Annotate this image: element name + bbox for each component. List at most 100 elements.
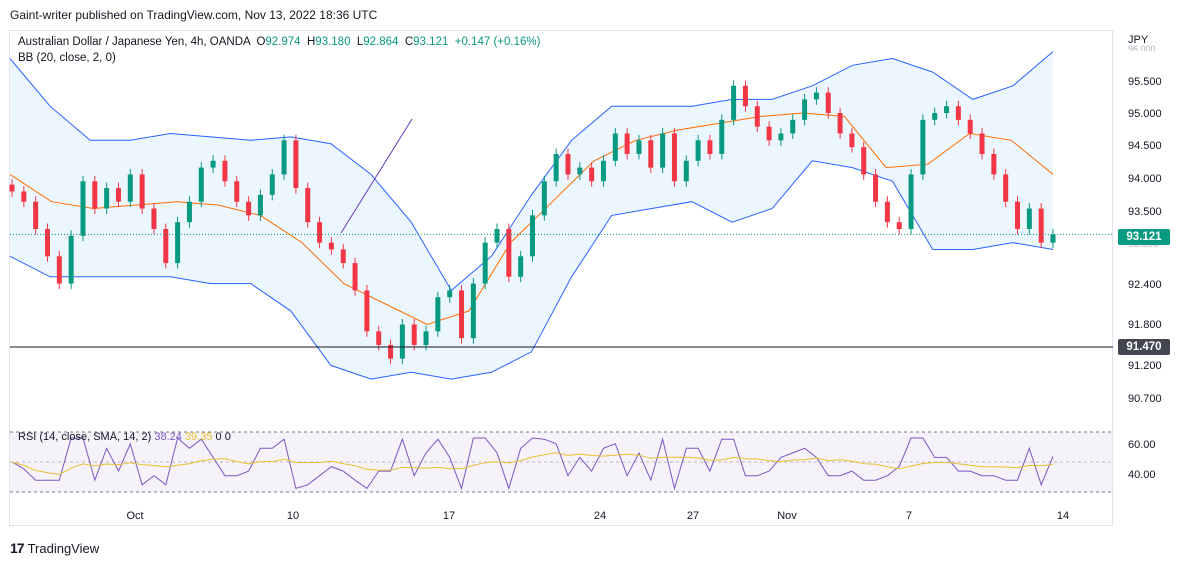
rsi-sma-line: [11, 452, 1054, 475]
candle-body: [21, 191, 27, 202]
candle-body: [955, 106, 961, 120]
candle-body: [873, 174, 879, 202]
last-price-tag: 93.121: [1118, 229, 1170, 245]
trend-line-drawing: [340, 118, 413, 234]
candle-body: [896, 222, 902, 229]
candle-body: [151, 208, 157, 229]
candle-body: [849, 133, 855, 148]
symbol-legend: Australian Dollar / Japanese Yen, 4h, OA…: [18, 36, 541, 48]
candle-body: [175, 222, 181, 264]
candle-body: [932, 113, 938, 120]
candle-body: [920, 119, 926, 175]
candle-body: [600, 160, 606, 182]
rsi-sma-value: 39.35: [184, 431, 213, 443]
candle-body: [423, 331, 429, 345]
candle-body: [660, 133, 666, 168]
candle-body: [376, 331, 382, 345]
candle-body: [33, 201, 39, 229]
time-tick: Oct: [126, 510, 144, 522]
chart-frame: [9, 30, 1113, 526]
candle-body: [825, 92, 831, 114]
published-header: Gaint-writer published on TradingView.co…: [10, 8, 378, 22]
time-tick: Nov: [777, 510, 797, 522]
candle-body: [683, 160, 689, 182]
candle-body: [163, 229, 169, 264]
candle-body: [707, 140, 713, 154]
candle-body: [742, 85, 748, 107]
candle-body: [340, 249, 346, 264]
candle-body: [648, 140, 654, 168]
candle-body: [1003, 174, 1009, 202]
indicator-legend[interactable]: BB (20, close, 2, 0): [18, 52, 116, 64]
candle-body: [908, 174, 914, 229]
price-tick: 91.200: [1128, 360, 1162, 372]
candle-body: [470, 283, 476, 339]
rsi-line: [11, 437, 1054, 491]
price-tick: 93.500: [1128, 206, 1162, 218]
candle-body: [399, 324, 405, 359]
candle-body: [837, 113, 843, 134]
candle-body: [861, 147, 867, 175]
candle-body: [731, 85, 737, 120]
candle-body: [198, 167, 204, 202]
candle-body: [328, 242, 334, 250]
candle-body: [305, 188, 311, 223]
candle-body: [813, 92, 819, 100]
candle-body: [541, 181, 547, 216]
candle-body: [530, 215, 535, 257]
candle-body: [482, 242, 488, 284]
bb-lower-line: [9, 160, 1054, 380]
change-value: +0.147 (+0.16%): [454, 36, 541, 48]
candle-body: [68, 235, 74, 284]
candle-body: [281, 140, 287, 175]
candle-body: [778, 133, 784, 141]
currency-label: JPY: [1128, 34, 1149, 46]
rsi-value: 38.24: [154, 431, 182, 443]
time-tick: 17: [442, 510, 456, 522]
candle-body: [979, 133, 985, 154]
candle-body: [104, 188, 110, 209]
candle-body: [352, 263, 358, 291]
rsi-extra: 0 0: [215, 431, 231, 443]
candle-body: [139, 174, 145, 209]
candle-body: [364, 290, 370, 332]
low-value: 92.864: [363, 36, 399, 48]
candle-body: [589, 167, 595, 182]
candle-body: [991, 153, 997, 175]
candle-body: [506, 229, 512, 277]
rsi-legend[interactable]: RSI (14, close, SMA, 14, 2) 38.24 39.35 …: [18, 431, 231, 443]
open-value: 92.974: [265, 36, 301, 48]
candle-body: [612, 133, 618, 161]
rsi-tick: 40.00: [1128, 469, 1156, 481]
candle-body: [411, 324, 417, 345]
candle-body: [944, 106, 950, 114]
candle-body: [92, 181, 98, 209]
price-tick: 94.500: [1128, 140, 1162, 152]
candle-body: [1050, 234, 1056, 243]
price-tick: 91.800: [1128, 319, 1162, 331]
candle-body: [246, 201, 252, 216]
tradingview-logo[interactable]: 17 TradingView: [10, 540, 99, 556]
horizontal-line-tag[interactable]: 91.470: [1118, 339, 1170, 355]
candle-body: [127, 174, 133, 202]
price-tick: 95.500: [1128, 76, 1162, 88]
candle-body: [459, 290, 465, 339]
high-value: 93.180: [315, 36, 351, 48]
bb-upper-line: [9, 51, 1054, 292]
time-tick: 24: [593, 510, 607, 522]
time-tick: 27: [686, 510, 700, 522]
candle-body: [1015, 201, 1021, 229]
time-tick: 7: [905, 510, 913, 522]
candle-body: [790, 119, 796, 134]
candle-body: [766, 126, 772, 141]
candle-body: [56, 256, 62, 284]
candle-body: [186, 201, 192, 223]
candle-body: [494, 229, 500, 243]
candle-body: [234, 181, 240, 202]
candle-body: [719, 119, 725, 154]
candle-body: [317, 222, 323, 243]
price-tick-top: 96.000: [1128, 44, 1156, 51]
candle-body: [754, 106, 760, 127]
candle-body: [388, 344, 394, 359]
